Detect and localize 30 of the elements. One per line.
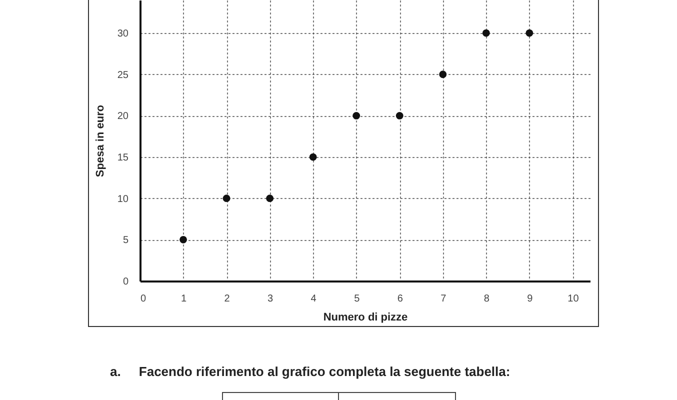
x-tick-label: 8 bbox=[484, 294, 490, 304]
point bbox=[180, 236, 187, 244]
y-tick-label: 0 bbox=[122, 276, 129, 288]
y-axis-title: Spesa in euro bbox=[94, 104, 106, 178]
y-tick-label: 5 bbox=[122, 235, 129, 246]
y-tick-label: 25 bbox=[117, 70, 129, 81]
x-tick-label: 10 bbox=[568, 294, 580, 304]
x-tick-label: 6 bbox=[397, 294, 404, 304]
y-tick-label: 20 bbox=[117, 111, 129, 122]
point bbox=[266, 194, 274, 202]
y-tick-label: 15 bbox=[117, 152, 129, 164]
y-tick-label: 10 bbox=[117, 194, 129, 205]
x-tick-label: 7 bbox=[440, 294, 447, 304]
point bbox=[439, 70, 447, 78]
x-tick-label: 1 bbox=[180, 294, 187, 304]
x-tick-label: 2 bbox=[224, 294, 230, 304]
point bbox=[526, 29, 534, 37]
x-axis-title: Numero di pizze bbox=[323, 312, 408, 324]
text: a. Facendo riferimento al grafico completa la seguente tabella: bbox=[110, 364, 510, 379]
point bbox=[352, 112, 360, 120]
x-tick-label: 3 bbox=[268, 294, 274, 304]
point bbox=[482, 29, 490, 37]
x-tick-label: 9 bbox=[527, 294, 534, 304]
x-tick-label: 0 bbox=[140, 294, 146, 304]
x-tick-label: 4 bbox=[310, 294, 317, 304]
y-tick-label: 30 bbox=[117, 28, 129, 40]
point bbox=[222, 194, 230, 202]
x-tick-label: 5 bbox=[354, 294, 360, 304]
point bbox=[309, 153, 317, 161]
point bbox=[396, 112, 404, 120]
